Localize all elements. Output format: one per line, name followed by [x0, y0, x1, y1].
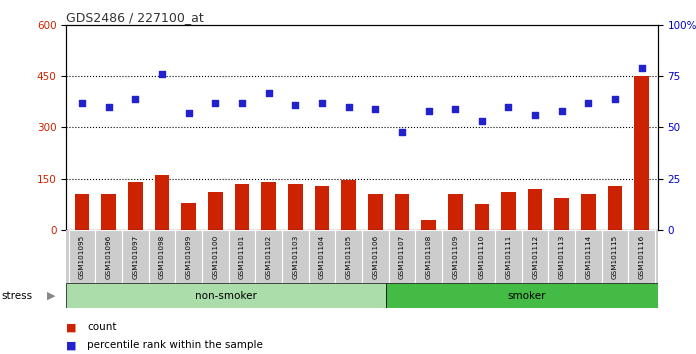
- Bar: [182, 203, 196, 230]
- Bar: [386, 283, 668, 308]
- Bar: [208, 193, 223, 230]
- Bar: [548, 230, 575, 283]
- Text: GDS2486 / 227100_at: GDS2486 / 227100_at: [66, 11, 204, 24]
- Bar: [308, 230, 335, 283]
- Bar: [368, 194, 383, 230]
- Point: [103, 104, 114, 110]
- Text: GSM101104: GSM101104: [319, 234, 325, 279]
- Text: GSM101102: GSM101102: [266, 234, 271, 279]
- Bar: [448, 194, 463, 230]
- Bar: [341, 181, 356, 230]
- Text: GSM101115: GSM101115: [612, 234, 618, 279]
- Text: GSM101107: GSM101107: [399, 234, 405, 279]
- Text: ■: ■: [66, 322, 77, 332]
- Point: [130, 96, 141, 102]
- Point: [77, 100, 88, 105]
- Bar: [69, 230, 95, 283]
- Bar: [416, 230, 442, 283]
- Point: [423, 108, 434, 114]
- Text: stress: stress: [1, 291, 33, 301]
- Bar: [282, 230, 308, 283]
- Text: GSM101110: GSM101110: [479, 234, 485, 279]
- Bar: [602, 230, 628, 283]
- Text: percentile rank within the sample: percentile rank within the sample: [87, 340, 263, 350]
- Point: [450, 106, 461, 112]
- Text: GSM101095: GSM101095: [79, 234, 85, 279]
- Point: [503, 104, 514, 110]
- Bar: [475, 205, 489, 230]
- Text: count: count: [87, 322, 116, 332]
- Bar: [501, 193, 516, 230]
- Bar: [155, 175, 169, 230]
- Bar: [575, 230, 602, 283]
- Point: [370, 106, 381, 112]
- Text: GSM101097: GSM101097: [132, 234, 139, 279]
- Text: GSM101099: GSM101099: [186, 234, 191, 279]
- Bar: [66, 283, 386, 308]
- Bar: [581, 194, 596, 230]
- Bar: [634, 76, 649, 230]
- Text: GSM101101: GSM101101: [239, 234, 245, 279]
- Text: GSM101116: GSM101116: [639, 234, 644, 279]
- Bar: [468, 230, 495, 283]
- Text: ■: ■: [66, 340, 77, 350]
- Point: [209, 100, 221, 105]
- Bar: [149, 230, 175, 283]
- Point: [263, 90, 274, 95]
- Bar: [335, 230, 362, 283]
- Bar: [255, 230, 282, 283]
- Point: [290, 102, 301, 108]
- Bar: [235, 184, 249, 230]
- Text: ▶: ▶: [47, 291, 56, 301]
- Text: GSM101114: GSM101114: [585, 234, 592, 279]
- Bar: [315, 185, 329, 230]
- Bar: [421, 220, 436, 230]
- Text: smoker: smoker: [508, 291, 546, 301]
- Text: GSM101098: GSM101098: [159, 234, 165, 279]
- Text: GSM101100: GSM101100: [212, 234, 219, 279]
- Text: GSM101109: GSM101109: [452, 234, 458, 279]
- Point: [636, 65, 647, 71]
- Point: [610, 96, 621, 102]
- Bar: [362, 230, 388, 283]
- Bar: [495, 230, 522, 283]
- Bar: [74, 194, 90, 230]
- Text: GSM101112: GSM101112: [532, 234, 538, 279]
- Bar: [128, 182, 143, 230]
- Bar: [522, 230, 548, 283]
- Bar: [528, 189, 542, 230]
- Point: [476, 119, 487, 124]
- Text: GSM101106: GSM101106: [372, 234, 378, 279]
- Point: [583, 100, 594, 105]
- Point: [183, 110, 194, 116]
- Text: GSM101113: GSM101113: [559, 234, 564, 279]
- Text: GSM101108: GSM101108: [425, 234, 432, 279]
- Bar: [628, 230, 655, 283]
- Point: [157, 71, 168, 77]
- Text: GSM101105: GSM101105: [346, 234, 351, 279]
- Text: GSM101111: GSM101111: [505, 234, 512, 279]
- Point: [556, 108, 567, 114]
- Bar: [229, 230, 255, 283]
- Point: [237, 100, 248, 105]
- Bar: [388, 230, 416, 283]
- Bar: [102, 194, 116, 230]
- Text: non-smoker: non-smoker: [195, 291, 257, 301]
- Bar: [608, 185, 622, 230]
- Bar: [95, 230, 122, 283]
- Point: [396, 129, 407, 135]
- Bar: [122, 230, 149, 283]
- Point: [530, 112, 541, 118]
- Bar: [175, 230, 202, 283]
- Bar: [261, 182, 276, 230]
- Text: GSM101103: GSM101103: [292, 234, 299, 279]
- Text: GSM101096: GSM101096: [106, 234, 112, 279]
- Bar: [288, 184, 303, 230]
- Bar: [202, 230, 229, 283]
- Bar: [555, 198, 569, 230]
- Bar: [395, 194, 409, 230]
- Point: [343, 104, 354, 110]
- Bar: [442, 230, 468, 283]
- Point: [317, 100, 328, 105]
